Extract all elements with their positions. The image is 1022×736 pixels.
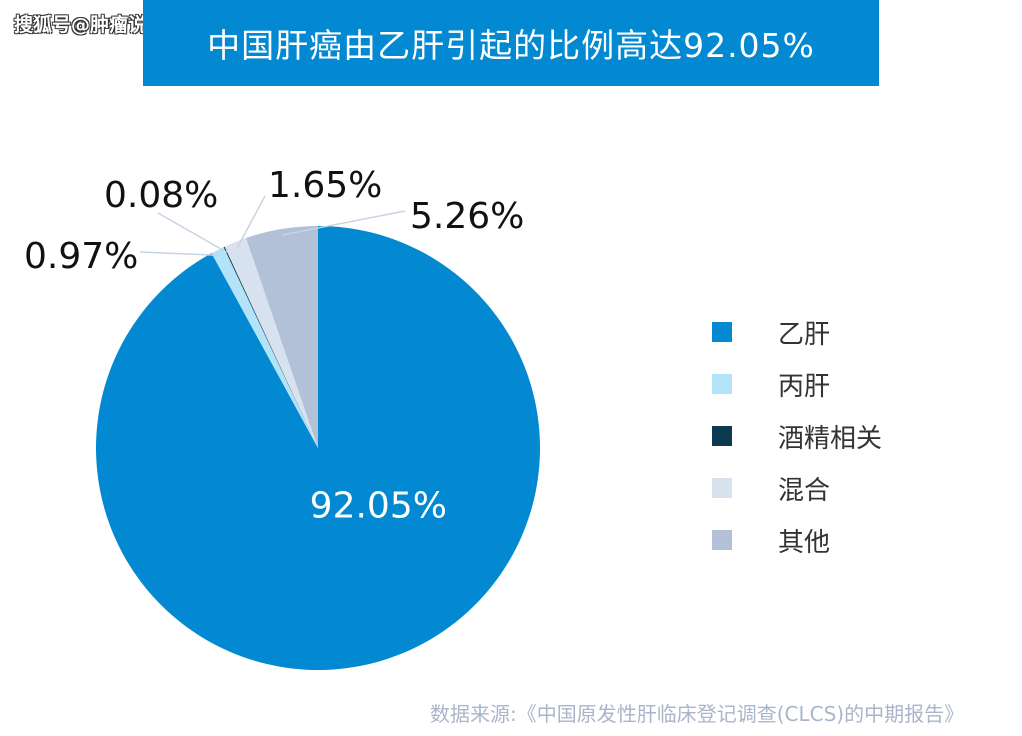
legend-swatch xyxy=(712,478,732,498)
legend-swatch xyxy=(712,322,732,342)
legend-swatch xyxy=(712,426,732,446)
legend-label: 酒精相关 xyxy=(778,423,883,454)
leader-line xyxy=(236,195,266,248)
leader-line xyxy=(282,210,406,236)
legend-item-other: 其他 xyxy=(712,514,882,566)
pie-slice xyxy=(223,246,318,448)
slice-value-label: 0.08% xyxy=(104,175,218,216)
legend-label: 乙肝 xyxy=(778,319,831,350)
slice-value-label: 0.97% xyxy=(24,236,138,277)
slice-value-label: 5.26% xyxy=(410,196,524,237)
legend-item-hcv: 丙肝 xyxy=(712,358,882,410)
leader-line xyxy=(139,251,221,257)
leader-line xyxy=(157,212,228,253)
title-banner: 中国肝癌由乙肝引起的比例高达92.05% xyxy=(143,0,879,86)
pie-slice xyxy=(211,247,318,448)
slice-value-label: 92.05% xyxy=(310,486,447,527)
legend-label: 混合 xyxy=(778,475,831,506)
legend-item-hbv: 乙肝 xyxy=(712,306,882,358)
legend-item-alcohol: 酒精相关 xyxy=(712,410,882,462)
watermark: 搜狐号@肿瘤说 xyxy=(14,14,148,36)
legend-swatch xyxy=(712,530,732,550)
data-source: 数据来源:《中国原发性肝临床登记调查(CLCS)的中期报告》 xyxy=(430,702,965,726)
slice-value-label: 1.65% xyxy=(268,165,382,206)
legend-label: 其他 xyxy=(778,527,831,558)
pie-slice xyxy=(224,238,318,448)
legend-label: 丙肝 xyxy=(778,371,831,402)
legend-item-mixed: 混合 xyxy=(712,462,882,514)
legend-swatch xyxy=(712,374,732,394)
legend: 乙肝 丙肝 酒精相关 混合 其他 xyxy=(712,306,882,566)
chart-title: 中国肝癌由乙肝引起的比例高达92.05% xyxy=(207,26,815,65)
pie-slice xyxy=(245,226,318,448)
